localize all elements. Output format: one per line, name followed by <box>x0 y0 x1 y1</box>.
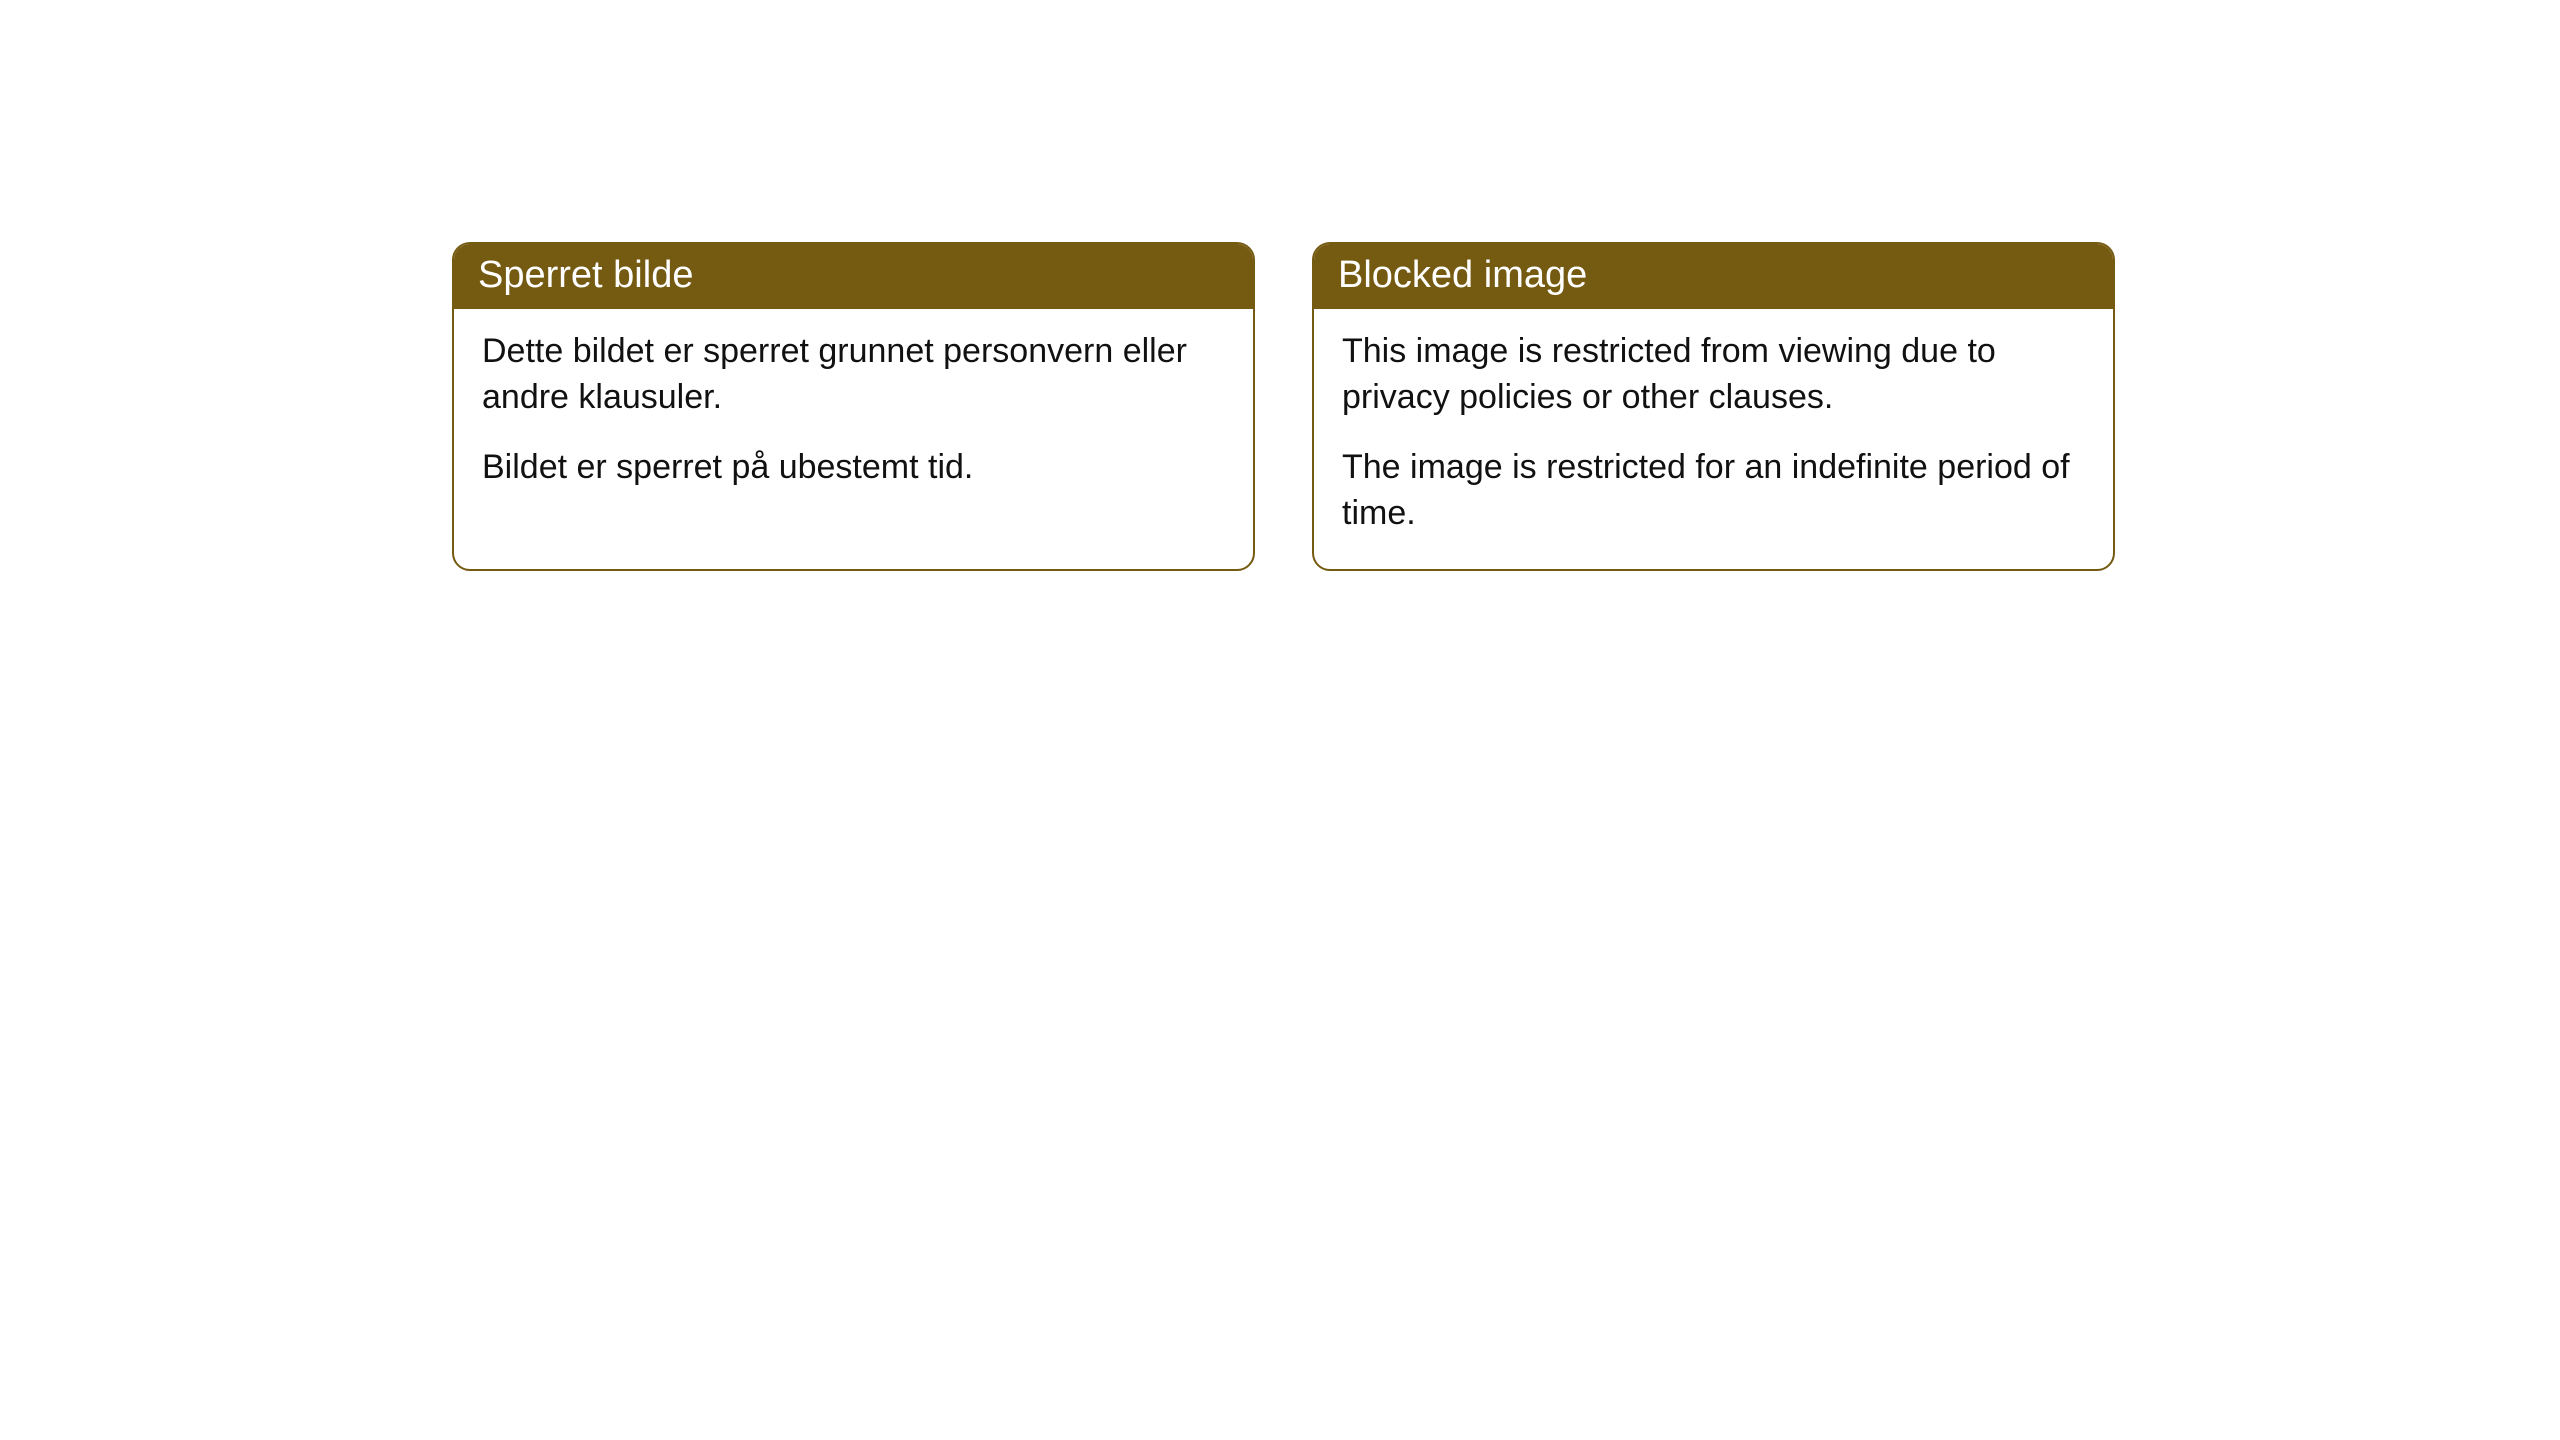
blocked-image-card-english: Blocked image This image is restricted f… <box>1312 242 2115 571</box>
card-title: Sperret bilde <box>478 254 693 296</box>
card-paragraph-1: Dette bildet er sperret grunnet personve… <box>482 329 1225 421</box>
notice-cards-container: Sperret bilde Dette bildet er sperret gr… <box>452 242 2560 571</box>
card-header-norwegian: Sperret bilde <box>454 244 1253 309</box>
card-paragraph-2: The image is restricted for an indefinit… <box>1342 445 2085 537</box>
card-body-english: This image is restricted from viewing du… <box>1314 309 2113 569</box>
card-title: Blocked image <box>1338 254 1587 296</box>
blocked-image-card-norwegian: Sperret bilde Dette bildet er sperret gr… <box>452 242 1255 571</box>
card-paragraph-2: Bildet er sperret på ubestemt tid. <box>482 445 1225 491</box>
card-body-norwegian: Dette bildet er sperret grunnet personve… <box>454 309 1253 523</box>
card-paragraph-1: This image is restricted from viewing du… <box>1342 329 2085 421</box>
card-header-english: Blocked image <box>1314 244 2113 309</box>
